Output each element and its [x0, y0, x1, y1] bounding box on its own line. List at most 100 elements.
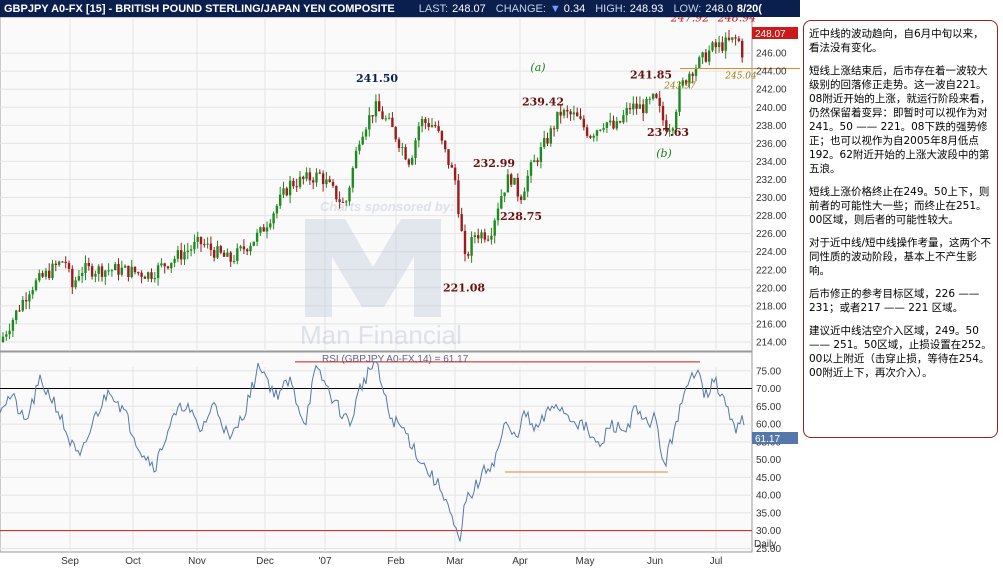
candle-body: [688, 73, 691, 84]
wave-annotation: (b): [656, 147, 672, 160]
candle-body: [186, 250, 189, 253]
candle-body: [539, 147, 543, 163]
candle-body: [549, 128, 552, 144]
x-tick-label: Apr: [512, 556, 528, 567]
candle-body: [668, 130, 671, 132]
candle-body: [127, 265, 130, 278]
candle-body: [605, 122, 609, 128]
x-tick-label: Jul: [710, 556, 723, 567]
candle-body: [698, 57, 701, 68]
x-tick-label: '07: [318, 556, 331, 567]
price-annotations: 241.50 239.42 232.99 228.75 221.08 241.85 237.…: [356, 17, 757, 294]
candle-body: [44, 270, 48, 277]
candle-body: [275, 205, 279, 214]
price-annotation: 245.04: [724, 71, 757, 81]
candle-body: [107, 270, 110, 272]
price-tick-label: 240.00: [756, 103, 787, 114]
candle-body: [123, 265, 127, 268]
candle-body: [272, 213, 275, 224]
candle-body: [480, 232, 483, 239]
candle-body: [315, 172, 318, 183]
price-tick-label: 230.00: [756, 193, 787, 204]
candle-body: [721, 42, 724, 51]
candle-body: [24, 299, 28, 302]
candle-body: [354, 150, 358, 169]
candle-body: [724, 37, 727, 51]
price-tick-label: 232.00: [756, 175, 787, 186]
candle-body: [420, 118, 424, 127]
candle-body: [612, 120, 615, 129]
price-tick-label: 218.00: [756, 301, 787, 312]
candle-body: [104, 270, 107, 277]
candle-body: [463, 231, 467, 254]
candle-body: [671, 128, 675, 131]
candle-body: [34, 280, 38, 291]
candle-body: [236, 248, 239, 261]
candle-body: [209, 243, 213, 251]
price-annotation: 228.75: [500, 210, 542, 223]
candle-body: [97, 266, 100, 274]
rsi-tick-label: 30.00: [756, 526, 781, 537]
candle-body: [681, 80, 684, 86]
candle-body: [632, 103, 635, 110]
candle-body: [11, 319, 15, 331]
candle-body: [407, 159, 411, 165]
candle-body: [569, 111, 572, 115]
candle-body: [335, 185, 338, 200]
candle-body: [444, 140, 447, 150]
x-tick-label: Nov: [188, 556, 206, 567]
price-panel: [0, 17, 753, 352]
candle-body: [714, 42, 717, 48]
candle-body: [288, 180, 292, 196]
candle-body: [269, 223, 272, 228]
candle-body: [477, 235, 480, 239]
candle-body: [447, 149, 450, 166]
commentary-paragraph: 建议近中线沽空介入区域，249。50 —— 251。50区域，止损设置在252。…: [809, 325, 992, 379]
candle-body: [378, 101, 381, 112]
rsi-tick-label: 70.00: [756, 384, 781, 395]
candle-body: [94, 273, 97, 277]
candle-body: [585, 127, 589, 136]
candle-body: [490, 235, 493, 240]
candle-body: [562, 109, 566, 116]
candle-body: [321, 173, 325, 185]
candle-body: [615, 121, 618, 129]
change-value: 0.34: [563, 2, 586, 15]
price-annotation: 248.94: [717, 17, 757, 25]
candle-body: [259, 227, 262, 233]
candle-body: [516, 177, 519, 197]
candle-body: [533, 160, 536, 163]
candle-body: [345, 201, 348, 203]
rsi-axis: 25.0030.0035.0040.0045.0050.0055.0060.00…: [756, 366, 781, 555]
candle-body: [51, 263, 54, 279]
candle-body: [21, 299, 24, 311]
candle-body: [130, 266, 133, 278]
candle-body: [414, 140, 417, 159]
price-tick-label: 214.00: [756, 337, 787, 348]
candle-body: [638, 104, 642, 109]
commentary-paragraph: 对于近中线/短中线操作考量，这两个不同性质的波动阶段，基本上不产生影响。: [809, 237, 992, 277]
rsi-panel: [0, 351, 753, 553]
candle-body: [219, 246, 222, 253]
rsi-series-line: [0, 360, 745, 542]
rsi-tick-label: 45.00: [756, 473, 781, 484]
price-tick-label: 244.00: [756, 67, 787, 78]
candle-body: [368, 115, 371, 130]
candle-body: [64, 261, 67, 264]
candle-body: [622, 115, 625, 123]
candle-body: [642, 104, 645, 114]
candle-body: [193, 241, 196, 250]
candle-body: [173, 258, 176, 263]
low-label: LOW:: [673, 2, 702, 15]
candle-body: [302, 176, 305, 179]
candle-body: [589, 135, 592, 138]
price-tick-label: 216.00: [756, 319, 787, 330]
rsi-tick-label: 25.00: [756, 544, 781, 555]
candle-body: [651, 93, 655, 99]
candle-body: [645, 98, 648, 114]
rsi-tick-label: 35.00: [756, 508, 781, 519]
candle-body: [543, 138, 546, 148]
candle-body: [77, 276, 81, 281]
candle-body: [401, 147, 404, 149]
candle-body: [592, 135, 595, 138]
